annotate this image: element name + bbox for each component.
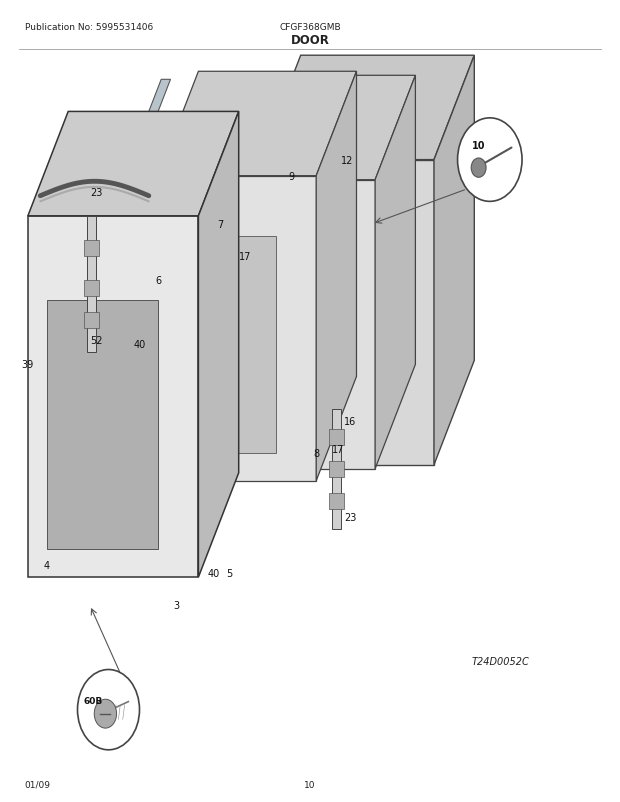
Text: 10: 10 (304, 780, 316, 789)
Text: T24D0052C: T24D0052C (471, 657, 529, 666)
Text: 6: 6 (155, 276, 161, 286)
Text: 3: 3 (174, 601, 180, 610)
Polygon shape (28, 112, 239, 217)
Text: 40: 40 (208, 569, 220, 578)
Polygon shape (158, 176, 316, 481)
Text: eReplacementParts.com: eReplacementParts.com (185, 392, 311, 402)
Polygon shape (84, 241, 99, 257)
Circle shape (78, 670, 140, 750)
Polygon shape (28, 217, 198, 577)
Text: 52: 52 (90, 336, 102, 346)
Text: 5: 5 (226, 569, 232, 578)
Polygon shape (329, 429, 344, 445)
Polygon shape (214, 180, 375, 469)
Text: 40: 40 (133, 340, 146, 350)
Text: 9: 9 (288, 172, 294, 181)
Polygon shape (260, 56, 474, 160)
Polygon shape (375, 76, 415, 469)
Circle shape (94, 699, 117, 728)
Polygon shape (158, 72, 356, 176)
Text: 60B: 60B (83, 695, 103, 705)
Text: 23: 23 (344, 512, 356, 522)
Text: 12: 12 (341, 156, 353, 165)
Circle shape (471, 159, 486, 178)
Polygon shape (434, 56, 474, 465)
Circle shape (458, 119, 522, 202)
Text: 17: 17 (332, 444, 344, 454)
Polygon shape (170, 237, 276, 453)
Text: 8: 8 (313, 448, 319, 458)
Polygon shape (198, 112, 239, 577)
Text: 17: 17 (239, 252, 251, 261)
Text: 4: 4 (43, 561, 50, 570)
Polygon shape (214, 76, 415, 180)
Polygon shape (121, 80, 170, 184)
Polygon shape (316, 72, 356, 481)
Text: 16: 16 (344, 416, 356, 426)
Polygon shape (84, 281, 99, 297)
Polygon shape (260, 160, 434, 465)
Polygon shape (329, 461, 344, 477)
Text: 39: 39 (22, 360, 34, 370)
Polygon shape (329, 493, 344, 509)
Text: 7: 7 (217, 220, 223, 229)
Text: 10: 10 (472, 141, 485, 151)
Text: DOOR: DOOR (291, 34, 329, 47)
Polygon shape (84, 313, 99, 329)
Polygon shape (226, 237, 335, 445)
Text: CFGF368GMB: CFGF368GMB (279, 22, 341, 32)
Text: 01/09: 01/09 (25, 780, 51, 789)
Polygon shape (121, 184, 130, 485)
Text: 23: 23 (90, 188, 102, 197)
Polygon shape (332, 409, 341, 529)
Polygon shape (87, 217, 96, 353)
Text: Publication No: 5995531406: Publication No: 5995531406 (25, 22, 153, 32)
Polygon shape (46, 301, 158, 549)
Polygon shape (273, 221, 384, 437)
